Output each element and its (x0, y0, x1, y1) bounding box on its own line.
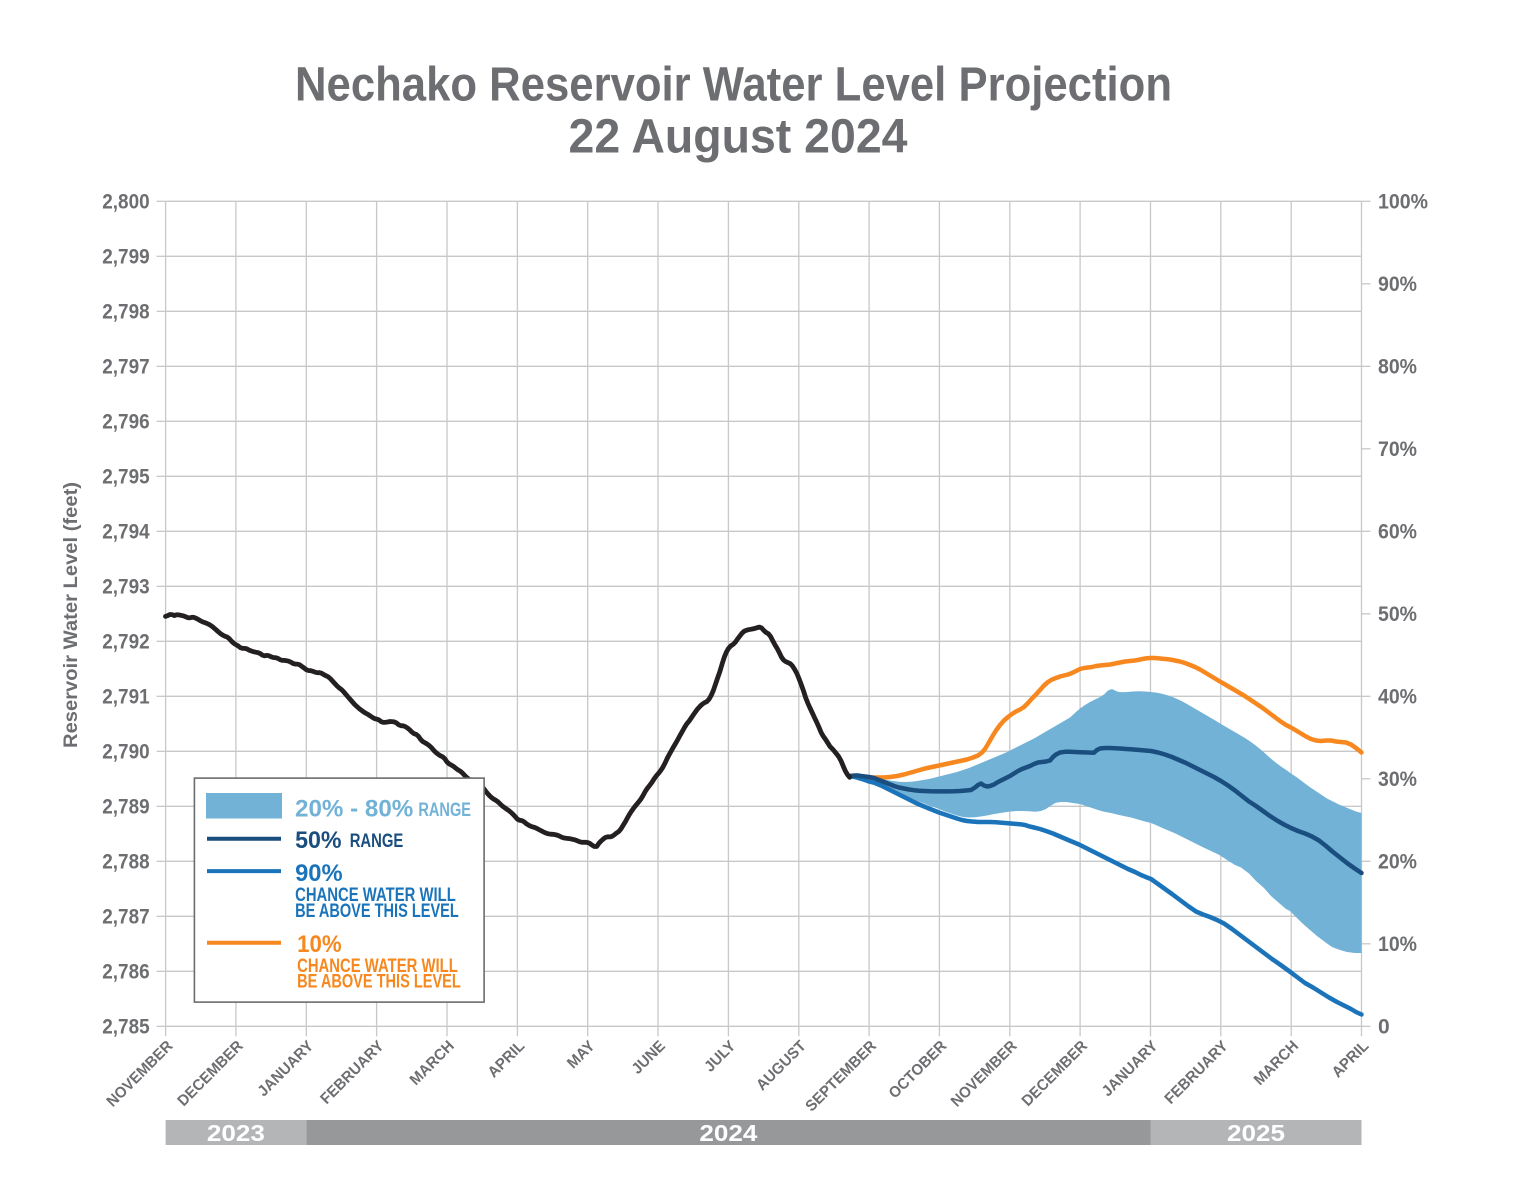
svg-text:22 August 2024: 22 August 2024 (569, 111, 908, 164)
svg-text:20% - 80%: 20% - 80% (295, 796, 413, 823)
svg-text:2,791: 2,791 (102, 686, 150, 709)
svg-text:100%: 100% (1378, 191, 1428, 214)
svg-text:CHANCE WATER WILL: CHANCE WATER WILL (295, 885, 456, 906)
svg-text:90%: 90% (295, 860, 343, 887)
svg-text:2,797: 2,797 (102, 356, 149, 379)
svg-text:2,785: 2,785 (102, 1016, 150, 1039)
svg-text:90%: 90% (1378, 273, 1417, 296)
svg-text:2,798: 2,798 (102, 301, 150, 324)
svg-text:2,788: 2,788 (102, 851, 150, 874)
svg-text:30%: 30% (1378, 768, 1417, 791)
svg-text:2,795: 2,795 (102, 466, 150, 489)
svg-text:60%: 60% (1378, 521, 1417, 544)
svg-text:20%: 20% (1378, 851, 1417, 874)
svg-text:80%: 80% (1378, 356, 1417, 379)
svg-text:2025: 2025 (1227, 1120, 1285, 1146)
svg-text:2,799: 2,799 (102, 246, 149, 269)
svg-text:40%: 40% (1378, 686, 1417, 709)
svg-text:2,794: 2,794 (102, 521, 150, 544)
svg-text:2023: 2023 (207, 1120, 265, 1146)
svg-text:2024: 2024 (699, 1120, 757, 1146)
svg-text:BE ABOVE THIS LEVEL: BE ABOVE THIS LEVEL (297, 971, 461, 992)
svg-text:0: 0 (1378, 1016, 1390, 1039)
svg-text:Nechako Reservoir Water Level: Nechako Reservoir Water Level Projection (295, 59, 1172, 112)
svg-text:RANGE: RANGE (350, 831, 404, 852)
svg-text:50%: 50% (1378, 603, 1417, 626)
svg-text:2,800: 2,800 (102, 191, 149, 214)
svg-text:2,790: 2,790 (102, 741, 149, 764)
svg-text:CHANCE WATER WILL: CHANCE WATER WILL (297, 956, 458, 977)
svg-text:70%: 70% (1378, 438, 1417, 461)
svg-text:2,793: 2,793 (102, 576, 149, 599)
svg-text:50%: 50% (295, 827, 342, 854)
svg-text:BE ABOVE THIS LEVEL: BE ABOVE THIS LEVEL (295, 901, 459, 922)
svg-text:2,786: 2,786 (102, 961, 149, 984)
svg-text:RANGE: RANGE (418, 800, 471, 821)
svg-text:2,796: 2,796 (102, 411, 149, 434)
svg-text:10%: 10% (1378, 933, 1417, 956)
svg-text:10%: 10% (297, 931, 342, 958)
svg-text:Reservoir Water Level (feet): Reservoir Water Level (feet) (61, 482, 82, 748)
svg-text:2,789: 2,789 (102, 796, 149, 819)
svg-text:2,792: 2,792 (102, 631, 149, 654)
svg-text:2,787: 2,787 (102, 906, 149, 929)
